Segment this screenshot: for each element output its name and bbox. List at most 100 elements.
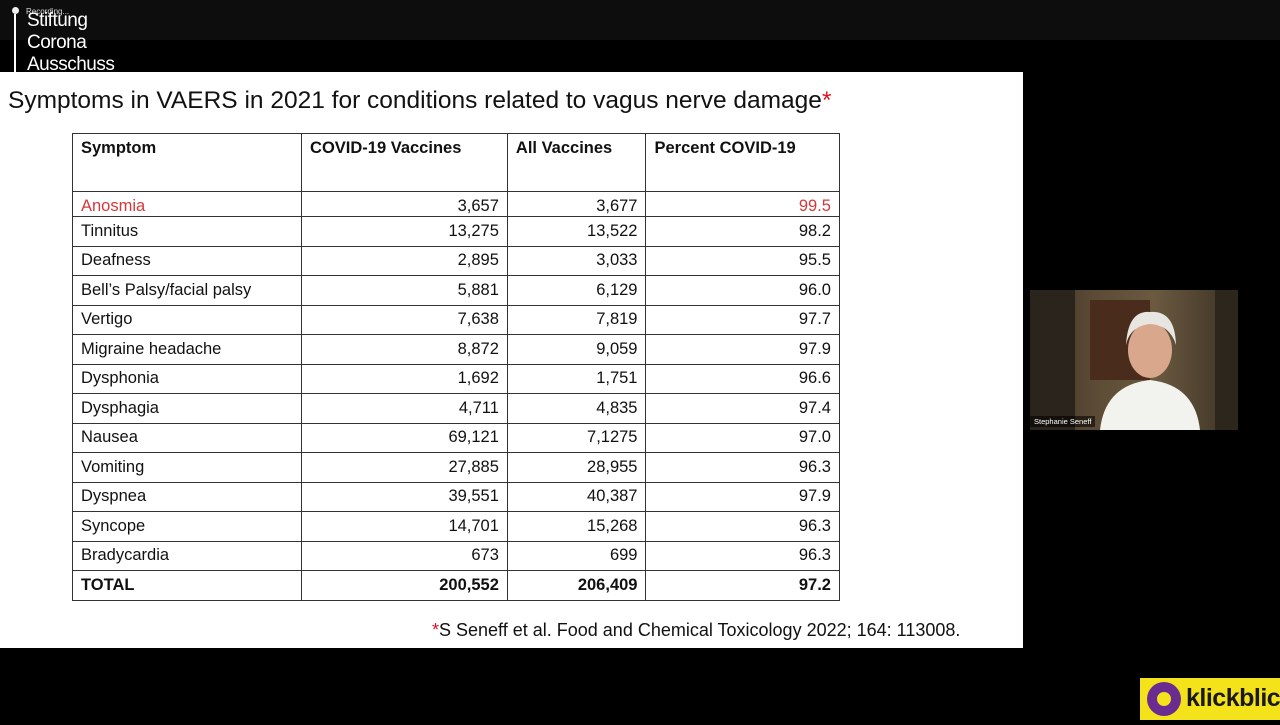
table-row: Dysphonia 1,692 1,751 96.6 [71,363,840,394]
table-cell: 4,835 [506,393,647,424]
table-cell: 13,522 [506,216,647,247]
header-cell: Symptom [71,133,303,192]
table-cell: 673 [301,540,508,571]
data-table: Symptom COVID-19 Vaccines All Vaccines Perc… [71,133,840,601]
logo: Stiftung Corona Ausschuss [27,10,115,76]
footnote-text: S Seneff et al. Food and Chemical Toxico… [439,620,961,640]
table-cell: 3,657 [301,191,508,217]
table-cell: 9,059 [506,334,647,365]
table-cell: 98.2 [645,216,840,247]
header-cell: Percent COVID-19 [645,133,840,192]
logo-bar [14,14,16,72]
footnote: *S Seneff et al. Food and Chemical Toxic… [432,620,960,641]
table-row: Migraine headache 8,872 9,059 97.9 [71,334,840,365]
recording-dot [12,7,19,14]
table-cell: Dysphonia [71,363,303,394]
table-cell: Vertigo [71,304,303,335]
table-cell: Syncope [71,511,303,542]
table-cell: 13,275 [301,216,508,247]
bookshelf [1215,290,1238,430]
table-cell: 69,121 [301,422,508,453]
logo-line: Ausschuss [27,54,115,75]
table-cell: 3,033 [506,245,647,276]
table-cell: 97.7 [645,304,840,335]
table-cell: 97.9 [645,334,840,365]
table-row: Bell’s Palsy/facial palsy 5,881 6,129 96.0 [71,275,840,306]
table-cell: 7,819 [506,304,647,335]
table-row: Dysphagia 4,711 4,835 97.4 [71,393,840,424]
total-cell: 200,552 [301,570,508,601]
table-cell: 699 [506,540,647,571]
title-mark: * [821,87,832,114]
video-tile[interactable] [1030,290,1238,430]
header-cell: COVID-19 Vaccines [301,133,508,192]
table-cell: Bell’s Palsy/facial palsy [71,275,303,306]
person-body [1100,380,1200,430]
table-row: Vertigo 7,638 7,819 97.7 [71,304,840,335]
recording-label: Recording... [26,7,70,16]
total-row: TOTAL 200,552 206,409 97.2 [71,570,840,601]
table-cell: 96.6 [645,363,840,394]
table-cell: 8,872 [301,334,508,365]
table-cell: 99.5 [645,191,840,217]
table-cell: 1,751 [506,363,647,394]
table-cell: 95.5 [645,245,840,276]
table-cell: Anosmia [71,191,303,217]
participant-name: Stephanie Seneff [1030,416,1096,427]
table-cell: 97.9 [645,481,840,512]
table-cell: 96.3 [645,511,840,542]
watermark-icon [1147,682,1181,716]
logo-line: Corona [27,32,87,53]
total-cell: TOTAL [71,570,303,601]
table-cell: 15,268 [506,511,647,542]
table-cell: 96.3 [645,452,840,483]
table-row: Syncope 14,701 15,268 96.3 [71,511,840,542]
table-row: Vomiting 27,885 28,955 96.3 [71,452,840,483]
video-image [1030,290,1238,430]
table-cell: 27,885 [301,452,508,483]
watermark: klickblick [1186,684,1280,712]
table-cell: 97.0 [645,422,840,453]
table-cell: 3,677 [506,191,647,217]
table-row: Tinnitus 13,275 13,522 98.2 [71,216,840,247]
footnote-mark: * [432,620,440,640]
table-cell: Bradycardia [71,540,303,571]
watermark-box [1140,678,1280,720]
person-face [1128,322,1172,378]
table-row: Anosmia 3,657 3,677 99.5 [71,191,840,217]
table-cell: 14,701 [301,511,508,542]
table-cell: 97.4 [645,393,840,424]
table-row: Nausea 69,121 7,1275 97.0 [71,422,840,453]
table-cell: Nausea [71,422,303,453]
table-cell: 40,387 [506,481,647,512]
table-cell: 7,1275 [506,422,647,453]
table-row: Deafness 2,895 3,033 95.5 [71,245,840,276]
header-cell: All Vaccines [506,133,647,192]
table-cell: Tinnitus [71,216,303,247]
table-cell: 4,711 [301,393,508,424]
table-cell: Dysphagia [71,393,303,424]
table-cell: Dyspnea [71,481,303,512]
table-cell: 7,638 [301,304,508,335]
table-cell: 1,692 [301,363,508,394]
title-text: Symptoms in VAERS in 2021 for conditions… [8,87,822,114]
table-cell: Migraine headache [71,334,303,365]
aperture-center [1157,692,1171,706]
person-hair [1126,311,1176,345]
table-cell: 2,895 [301,245,508,276]
top-bar [0,0,1280,40]
table-row: Dyspnea 39,551 40,387 97.9 [71,481,840,512]
table-cell: 6,129 [506,275,647,306]
total-cell: 206,409 [506,570,647,601]
total-cell: 97.2 [645,570,840,601]
table-cell: 96.0 [645,275,840,306]
logo-line: Stiftung [27,10,88,31]
table-cell: Deafness [71,245,303,276]
table-cell: 96.3 [645,540,840,571]
table-cell: 39,551 [301,481,508,512]
table-cell: 5,881 [301,275,508,306]
table-row: Bradycardia 673 699 96.3 [71,540,840,571]
table-cell: 28,955 [506,452,647,483]
table-cell: Vomiting [71,452,303,483]
